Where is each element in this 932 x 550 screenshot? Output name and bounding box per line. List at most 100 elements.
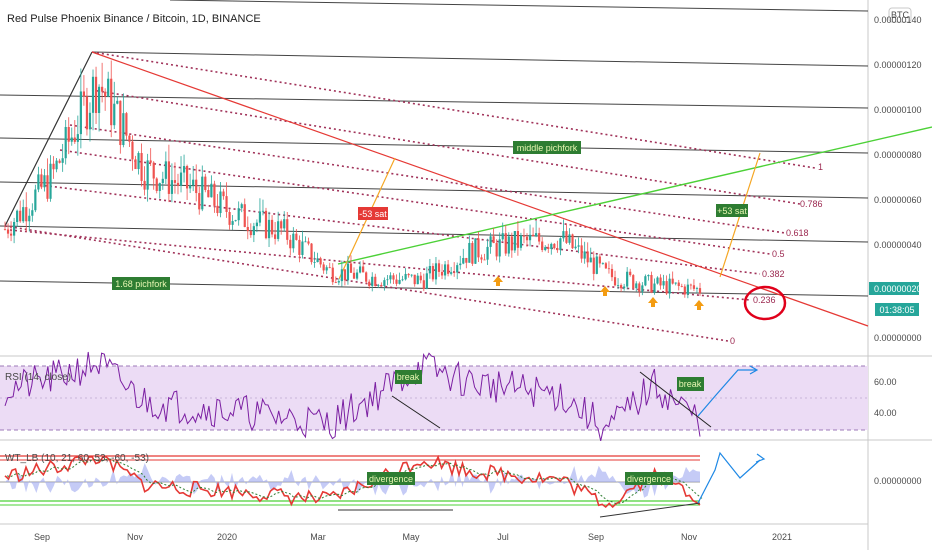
candle-body <box>604 263 608 269</box>
candle-body <box>395 279 398 284</box>
candle-body <box>161 178 164 184</box>
label-box <box>513 141 581 154</box>
candle-body <box>577 245 580 247</box>
candle-body <box>428 266 431 274</box>
rsi-projection <box>697 369 756 417</box>
label-box <box>716 204 748 217</box>
candle-body <box>531 234 535 237</box>
channel-line <box>169 0 869 12</box>
candle-body <box>219 191 222 214</box>
candle-body <box>355 272 359 279</box>
plus-53-label: +53 sat <box>717 206 747 216</box>
candle-body <box>377 285 380 287</box>
rsi-tick: 60.00 <box>874 377 897 387</box>
candle-body <box>422 280 425 289</box>
candle-body <box>674 282 677 284</box>
candle-body <box>407 273 410 276</box>
label-168-pitchfork: 1.68 pichfork <box>112 277 170 290</box>
candle-body <box>280 221 283 229</box>
candle-body <box>413 274 416 285</box>
candle-body <box>507 236 510 254</box>
candle-body <box>343 269 347 281</box>
rsi-break-label: break <box>397 372 420 382</box>
candle-body <box>541 241 544 251</box>
label-box <box>112 277 170 290</box>
candle-body <box>644 276 647 286</box>
candle-body <box>601 263 604 265</box>
pitchfork-handle <box>4 51 93 227</box>
candle-body <box>73 137 76 142</box>
candle-body <box>368 281 371 286</box>
rsi-line <box>4 351 701 442</box>
price-candles <box>3 60 702 299</box>
candle-body <box>104 91 107 97</box>
candle-body <box>571 234 574 249</box>
chart-title: Red Pulse Phoenix Binance / Bitcoin, 1D,… <box>7 13 261 25</box>
candle-body <box>246 226 249 232</box>
candle-body <box>207 190 210 198</box>
candle-body <box>85 96 89 130</box>
candle-body <box>656 277 659 284</box>
candle-body <box>316 258 319 263</box>
candle-body <box>149 160 152 163</box>
candle-body <box>668 278 671 294</box>
candle-body <box>519 235 523 248</box>
label-rsi-break-2: break <box>677 377 704 391</box>
candle-body <box>371 276 374 286</box>
candle-body <box>55 160 58 170</box>
candle-body <box>37 174 40 190</box>
candle-body <box>450 272 453 274</box>
candle-body <box>358 266 362 273</box>
candle-body <box>107 78 110 97</box>
fib-label: 0.618 <box>786 228 809 238</box>
candle-body <box>179 172 183 186</box>
candle-body <box>101 86 104 92</box>
rsi-trendline <box>391 395 441 429</box>
candle-body <box>443 264 447 276</box>
candle-body <box>198 193 201 210</box>
candle-body <box>680 285 683 287</box>
candle-body <box>140 153 143 181</box>
candle-body <box>513 231 516 251</box>
fib-line-0236 <box>9 229 751 301</box>
up-arrow-icon <box>600 286 610 296</box>
candle-body <box>477 238 480 258</box>
candle-body <box>629 271 632 276</box>
label-box <box>358 207 388 220</box>
candle-body <box>155 178 158 191</box>
candle-body <box>216 205 219 214</box>
candle-body <box>556 248 559 251</box>
highlight-circle <box>743 285 787 321</box>
pitchfork-168-label: 1.68 pichfork <box>115 279 167 289</box>
price-tick: 0.00000040 <box>874 240 922 250</box>
fib-label: 0.786 <box>800 199 823 209</box>
candle-body <box>286 219 289 240</box>
candle-body <box>31 210 34 216</box>
candle-body <box>686 284 689 295</box>
candle-body <box>401 279 404 281</box>
candle-body <box>456 265 459 273</box>
candle-body <box>13 222 16 236</box>
candle-body <box>689 284 692 286</box>
currency-badge[interactable] <box>888 7 912 23</box>
candle-body <box>91 76 95 113</box>
candle-body <box>292 233 295 249</box>
candle-body <box>647 275 650 277</box>
candle-body <box>213 183 216 206</box>
candle-body <box>559 238 562 251</box>
candle-body <box>471 242 474 264</box>
candle-body <box>110 78 113 126</box>
rsi-break-label-2: break <box>679 379 702 389</box>
label-plus-53: +53 sat <box>716 204 748 217</box>
label-middle-pitchfork: middle pichfork <box>513 141 581 154</box>
candle-body <box>252 226 255 236</box>
candle-body <box>234 220 237 222</box>
countdown-tag <box>875 303 919 316</box>
candle-body <box>322 264 325 271</box>
candle-body <box>544 247 547 251</box>
candle-body <box>677 282 680 286</box>
candle-body <box>486 246 489 260</box>
candle-body <box>419 275 422 281</box>
label-box <box>677 377 704 391</box>
